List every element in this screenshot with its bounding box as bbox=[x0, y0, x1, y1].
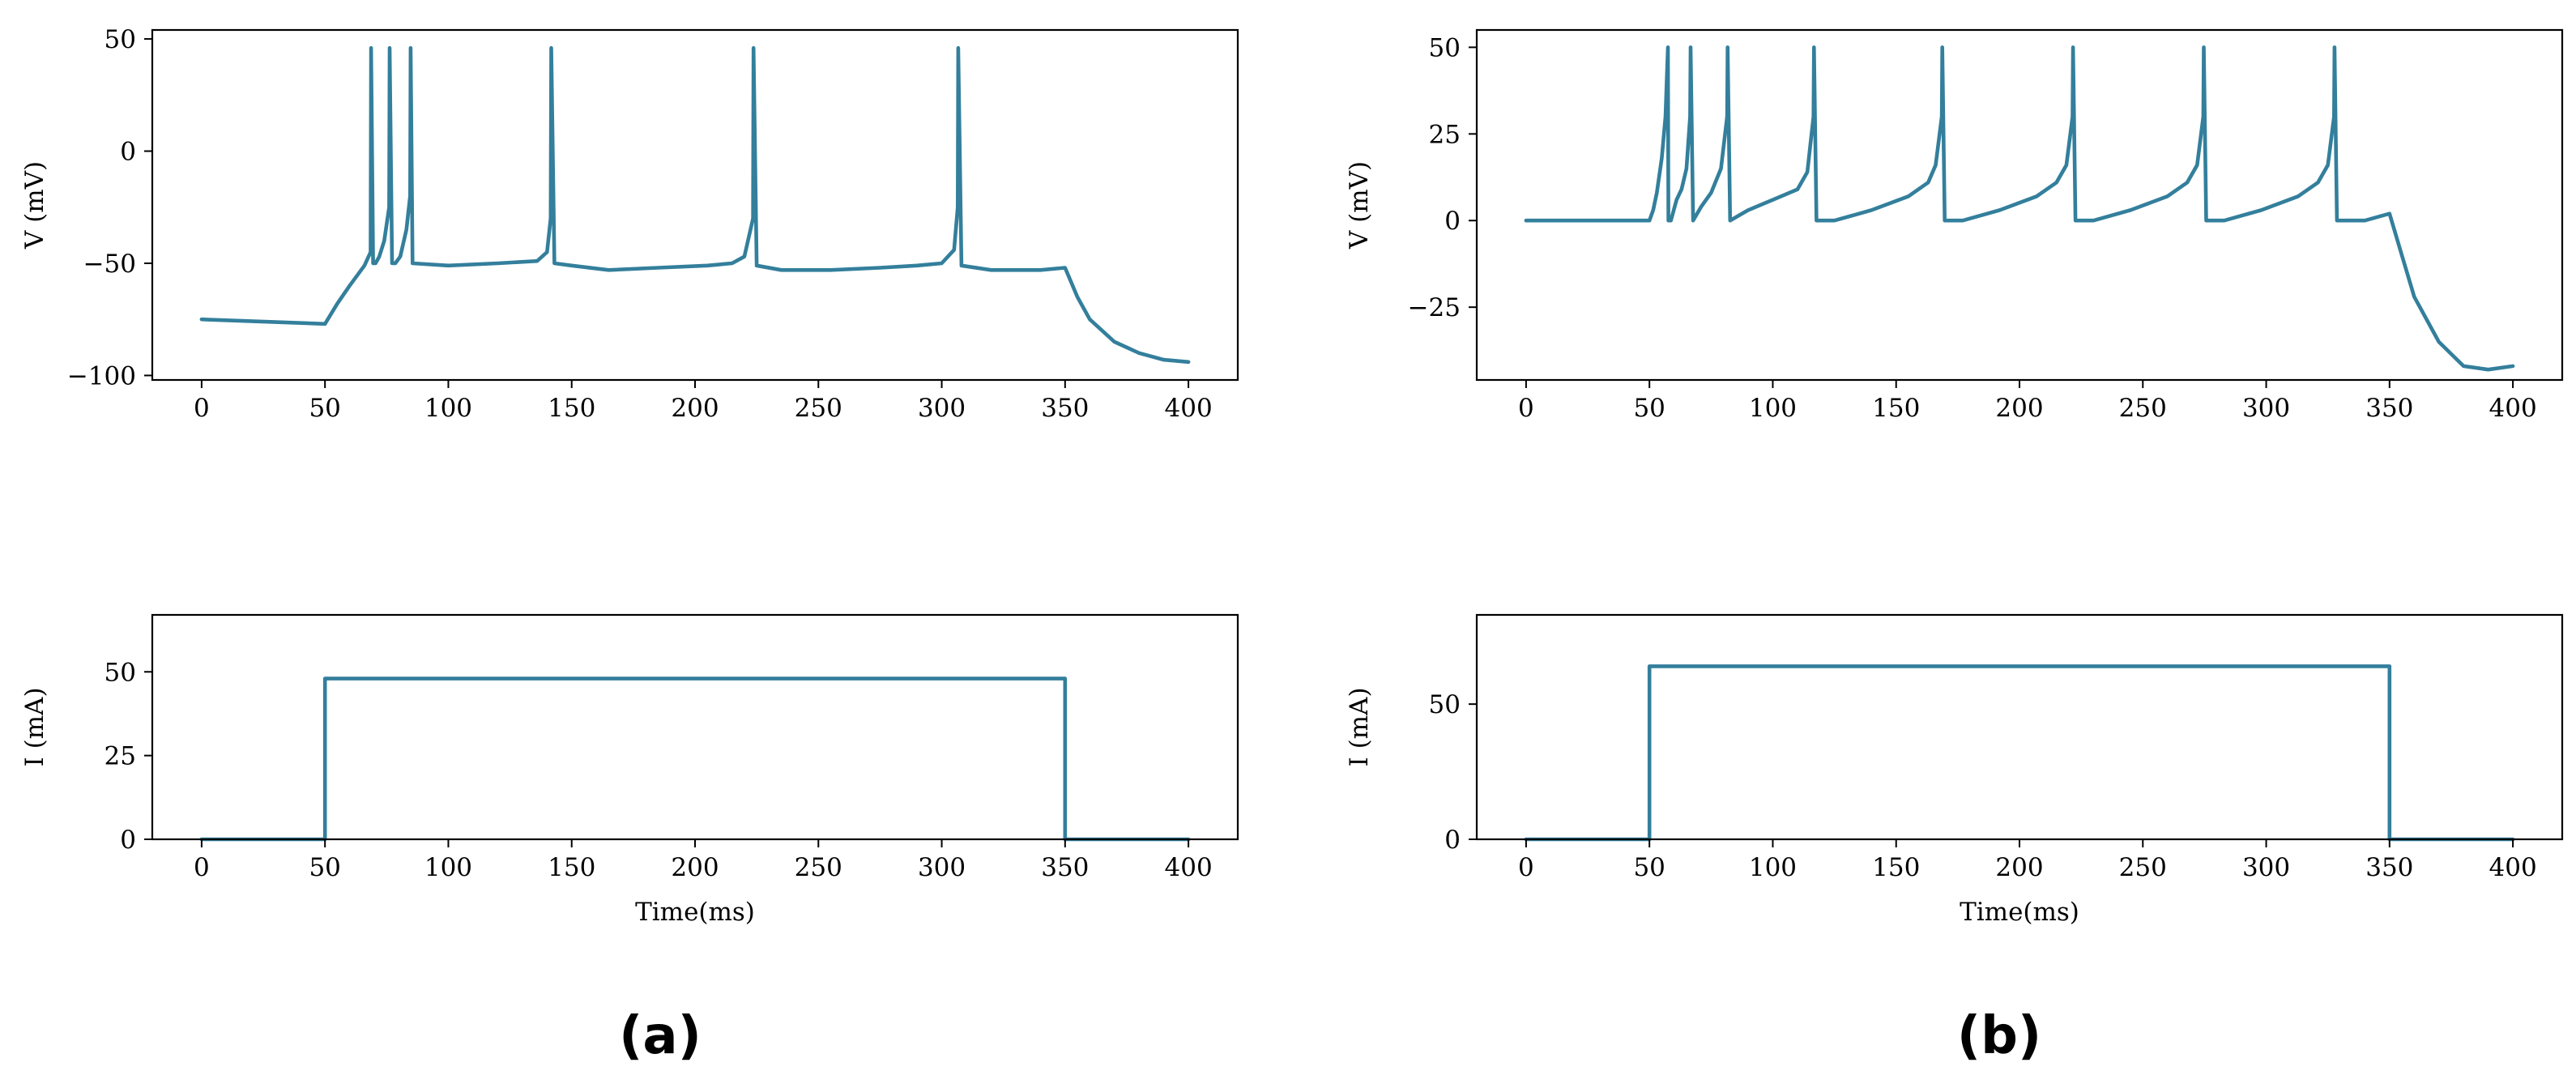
y-tick-label-a-voltage-3: 50 bbox=[104, 25, 136, 54]
x-tick-label-a-voltage-0: 0 bbox=[194, 394, 210, 423]
x-tick-label-a-current-0: 0 bbox=[194, 853, 210, 882]
y-tick-label-a-voltage-0: −100 bbox=[67, 361, 136, 390]
chart-a-current: 0 50 100 150 200 250 300 350 400 0 25 50 I (mA) Time(… bbox=[20, 613, 1239, 927]
x-tick-label-b-voltage-150: 150 bbox=[1872, 394, 1920, 423]
y-axis-label-a-current: I (mA) bbox=[20, 687, 49, 766]
x-tick-label-a-current-150: 150 bbox=[548, 853, 595, 882]
x-tick-label-a-current-100: 100 bbox=[424, 853, 472, 882]
chart-b-voltage: 0 50 100 150 200 250 300 350 400 −25 0 25 50 V (mV) bbox=[1345, 28, 2564, 423]
x-tick-label-b-current-300: 300 bbox=[2242, 853, 2290, 882]
x-tick-label-a-voltage-350: 350 bbox=[1041, 394, 1089, 423]
y-tick-label-b-voltage-1: 0 bbox=[1444, 207, 1461, 236]
x-tick-label-b-current-100: 100 bbox=[1749, 853, 1797, 882]
x-tick-label-a-voltage-100: 100 bbox=[424, 394, 472, 423]
series-line-b-current-0 bbox=[1524, 664, 2515, 842]
chart-b-current: 0 50 100 150 200 250 300 350 400 0 50 I (mA) Time(ms… bbox=[1345, 613, 2564, 927]
x-tick-label-b-voltage-0: 0 bbox=[1518, 394, 1534, 423]
x-tick-label-b-current-0: 0 bbox=[1518, 853, 1534, 882]
x-tick-label-a-current-350: 350 bbox=[1041, 853, 1089, 882]
x-tick-label-a-current-250: 250 bbox=[795, 853, 842, 882]
x-tick-label-a-current-400: 400 bbox=[1165, 853, 1213, 882]
x-tick-label-a-current-200: 200 bbox=[671, 853, 719, 882]
y-axis-label-b-voltage: V (mV) bbox=[1345, 161, 1374, 250]
x-tick-label-b-current-350: 350 bbox=[2365, 853, 2413, 882]
x-tick-label-a-voltage-250: 250 bbox=[795, 394, 842, 423]
x-tick-label-a-current-300: 300 bbox=[918, 853, 966, 882]
x-tick-label-b-current-200: 200 bbox=[1995, 853, 2043, 882]
x-tick-label-a-voltage-400: 400 bbox=[1165, 394, 1213, 423]
panel-label-b: (b) bbox=[1957, 1006, 2041, 1066]
y-tick-label-b-current-1: 50 bbox=[1429, 690, 1461, 719]
y-tick-label-a-current-1: 25 bbox=[104, 742, 136, 771]
y-axis-label-b-current: I (mA) bbox=[1345, 687, 1374, 766]
plot-frame-b-voltage bbox=[1475, 28, 2564, 382]
y-tick-label-b-voltage-3: 50 bbox=[1429, 33, 1461, 62]
series-line-a-current-0 bbox=[199, 676, 1191, 842]
x-tick-label-b-voltage-400: 400 bbox=[2489, 394, 2537, 423]
x-tick-label-a-voltage-50: 50 bbox=[309, 394, 340, 423]
series-line-a-voltage-0 bbox=[199, 45, 1191, 365]
plot-frame-b-current bbox=[1475, 613, 2564, 841]
x-tick-label-a-voltage-150: 150 bbox=[548, 394, 595, 423]
plot-frame-a-current bbox=[151, 613, 1239, 841]
x-tick-label-b-voltage-50: 50 bbox=[1633, 394, 1665, 423]
y-tick-label-a-current-0: 0 bbox=[120, 826, 136, 855]
y-tick-label-a-current-2: 50 bbox=[104, 658, 136, 687]
y-tick-label-b-voltage-0: −25 bbox=[1408, 293, 1461, 322]
x-tick-label-b-voltage-300: 300 bbox=[2242, 394, 2290, 423]
y-tick-label-a-voltage-1: −50 bbox=[83, 250, 136, 279]
x-tick-label-b-current-250: 250 bbox=[2119, 853, 2167, 882]
y-tick-label-b-voltage-2: 25 bbox=[1429, 120, 1461, 149]
x-tick-label-b-voltage-350: 350 bbox=[2365, 394, 2413, 423]
x-tick-label-b-current-50: 50 bbox=[1633, 853, 1665, 882]
x-tick-label-b-voltage-200: 200 bbox=[1995, 394, 2043, 423]
x-tick-label-b-current-400: 400 bbox=[2489, 853, 2537, 882]
series-line-b-voltage-0 bbox=[1524, 45, 2515, 372]
plot-frame-a-voltage bbox=[151, 28, 1239, 382]
x-tick-label-a-voltage-200: 200 bbox=[671, 394, 719, 423]
x-tick-label-a-current-50: 50 bbox=[309, 853, 340, 882]
y-tick-label-b-current-0: 0 bbox=[1444, 826, 1461, 855]
x-tick-label-a-voltage-300: 300 bbox=[918, 394, 966, 423]
y-axis-label-a-voltage: V (mV) bbox=[20, 161, 49, 250]
x-axis-label-a-current: Time(ms) bbox=[635, 898, 755, 927]
chart-a-voltage: 0 50 100 150 200 250 300 350 400 −100 −50 0 50 V (mV) bbox=[20, 25, 1239, 423]
panel-label-a: (a) bbox=[619, 1006, 702, 1066]
y-tick-label-a-voltage-2: 0 bbox=[120, 138, 136, 167]
x-axis-label-b-current: Time(ms) bbox=[1960, 898, 2079, 927]
x-tick-label-b-voltage-250: 250 bbox=[2119, 394, 2167, 423]
x-tick-label-b-current-150: 150 bbox=[1872, 853, 1920, 882]
x-tick-label-b-voltage-100: 100 bbox=[1749, 394, 1797, 423]
